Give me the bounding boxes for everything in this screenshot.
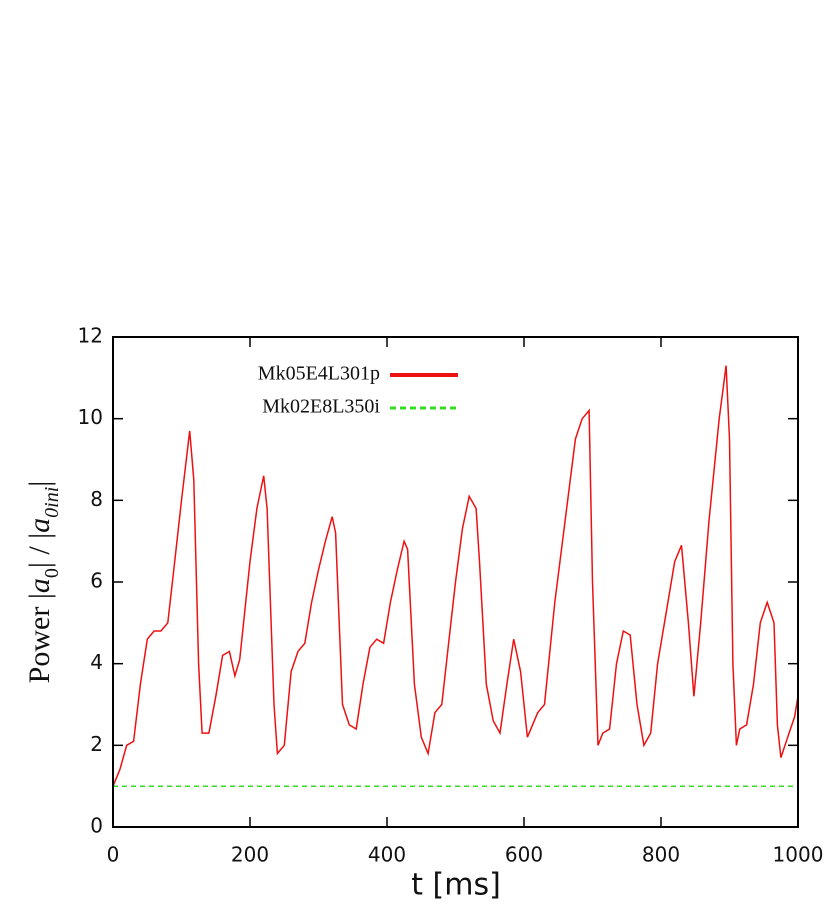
y-tick-label: 0 <box>90 814 103 838</box>
y-axis-label-part: Power | <box>23 593 56 683</box>
y-tick-label: 4 <box>90 650 103 674</box>
plot-frame <box>112 336 799 828</box>
x-tick-label: 800 <box>642 843 680 867</box>
y-tick-label: 8 <box>90 487 103 511</box>
x-tick-label: 600 <box>505 843 543 867</box>
y-axis-label: Power |a0| / |a0ini| <box>23 481 63 684</box>
y-axis-label-part: 0ini <box>41 487 63 518</box>
data-line <box>112 365 799 787</box>
y-tick-label: 6 <box>90 569 103 593</box>
y-axis-label-part: | <box>23 481 56 487</box>
y-tick-label: 10 <box>78 405 103 429</box>
y-axis-label-part: a <box>23 578 56 593</box>
x-tick-label: 0 <box>107 843 120 867</box>
x-tick-label: 200 <box>231 843 269 867</box>
y-axis-label-part: | / | <box>23 533 56 568</box>
y-tick-label: 2 <box>90 732 103 756</box>
x-axis-label: t [ms] <box>411 868 501 903</box>
x-tick-label: 1000 <box>773 843 824 867</box>
y-tick-label: 12 <box>78 324 103 348</box>
y-axis-label-part: a <box>23 518 56 533</box>
x-tick-label: 400 <box>368 843 406 867</box>
legend-label: Mk02E8L350i <box>262 396 380 418</box>
y-axis-label-part: 0 <box>41 568 63 578</box>
legend-label: Mk05E4L301p <box>258 363 380 385</box>
